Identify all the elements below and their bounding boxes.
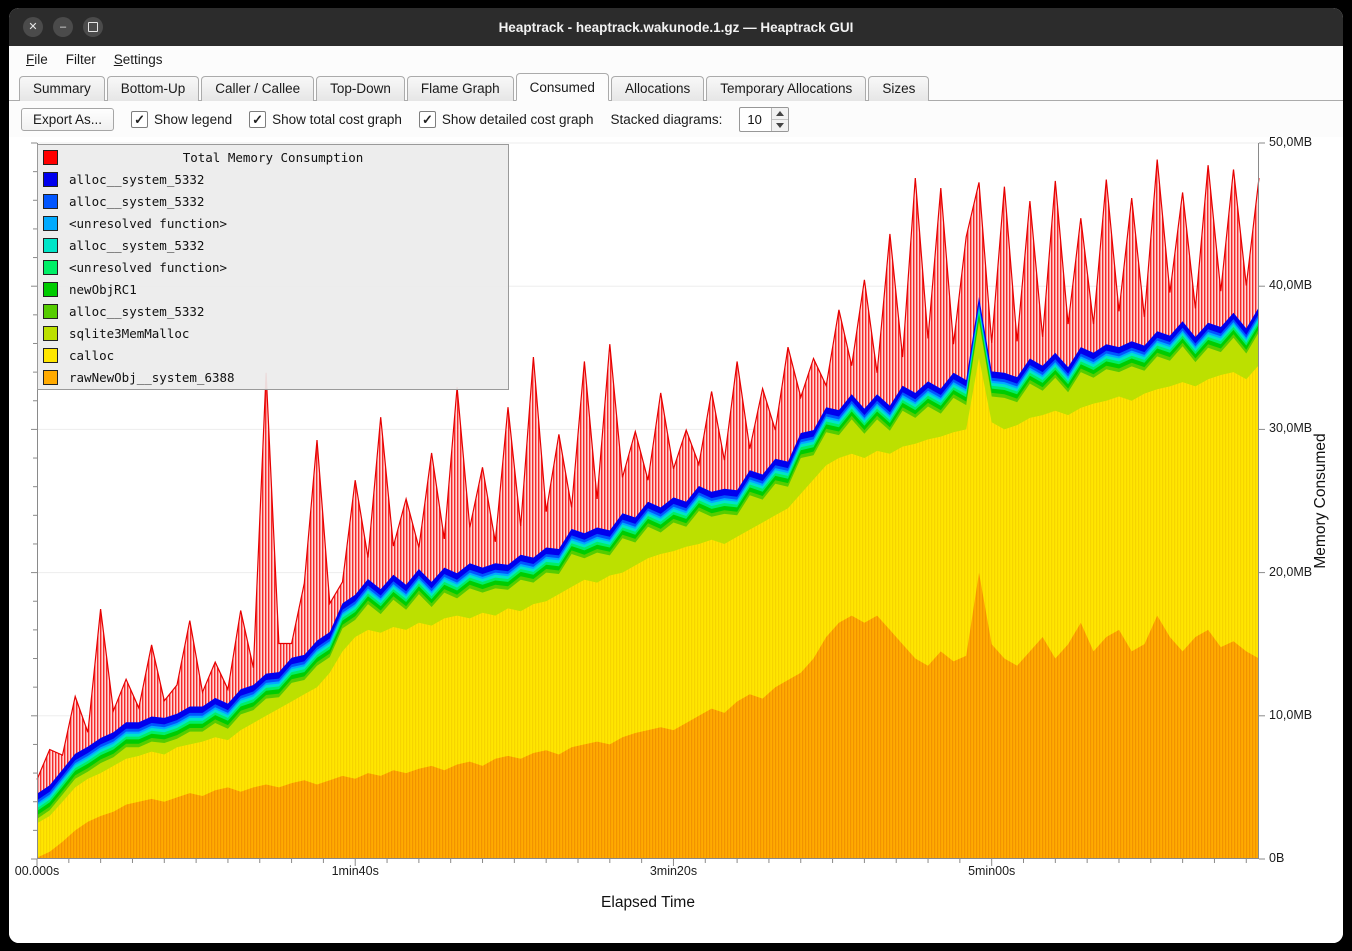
legend-label: alloc__system_5332: [69, 171, 205, 187]
legend-item-alloc-system-5332: alloc__system_5332: [38, 234, 508, 256]
stacked-diagrams-label: Stacked diagrams:: [610, 112, 723, 127]
checkbox-show-detailed-cost-graph[interactable]: ✓ Show detailed cost graph: [418, 111, 594, 128]
app-window: ✕ – Heaptrack - heaptrack.wakunode.1.gz …: [9, 8, 1343, 943]
title-bar: ✕ – Heaptrack - heaptrack.wakunode.1.gz …: [9, 8, 1343, 46]
legend-swatch: [43, 215, 58, 231]
legend-label: alloc__system_5332: [69, 237, 205, 253]
window-controls: ✕ –: [23, 17, 103, 37]
tab-flame-graph[interactable]: Flame Graph: [406, 76, 514, 101]
legend-swatch: [43, 303, 58, 319]
legend-item-unresolved-function: <unresolved function>: [38, 256, 508, 278]
y-tick-label: 0B: [1269, 851, 1285, 865]
checkbox-box[interactable]: ✓: [249, 111, 267, 128]
legend-swatch: [43, 193, 58, 209]
legend-item-calloc: calloc: [38, 344, 508, 366]
legend-swatch: [43, 171, 58, 187]
y-tick-label: 30,0MB: [1269, 421, 1313, 436]
checkbox-show-legend[interactable]: ✓ Show legend: [131, 111, 232, 128]
y-tick-label: 40,0MB: [1269, 278, 1313, 293]
menu-file[interactable]: File: [26, 51, 48, 67]
legend-item-alloc-system-5332: alloc__system_5332: [38, 190, 508, 212]
legend-item-sqlite3memmalloc: sqlite3MemMalloc: [38, 322, 508, 344]
legend-title: Total Memory Consumption: [182, 149, 364, 165]
legend-item-alloc-system-5332: alloc__system_5332: [38, 168, 508, 190]
legend-item-alloc-system-5332: alloc__system_5332: [38, 300, 508, 322]
memory-consumption-chart: [31, 142, 1265, 866]
legend-title-row: Total Memory Consumption: [38, 146, 508, 168]
checkbox-label: Show total cost graph: [272, 112, 402, 127]
legend-item-rawnewobj-system-6388: rawNewObj__system_6388: [38, 366, 508, 388]
spin-down-button[interactable]: [772, 119, 789, 131]
legend-label: alloc__system_5332: [69, 303, 205, 319]
legend-swatch: [43, 237, 58, 253]
legend-swatch: [43, 259, 58, 275]
x-tick-label: 1min40s: [331, 864, 379, 878]
x-tick-label: 3min20s: [649, 864, 698, 878]
legend-label: calloc: [69, 347, 115, 363]
menu-bar: File Filter Settings: [9, 46, 1343, 72]
legend-swatch: [43, 281, 58, 297]
checkbox-label: Show legend: [154, 112, 233, 127]
minimize-window-icon[interactable]: –: [53, 17, 73, 37]
chevron-down-icon: [776, 123, 785, 128]
spinner-buttons: [771, 108, 789, 131]
legend-label: <unresolved function>: [69, 215, 228, 231]
legend-swatch: [43, 347, 58, 363]
checkbox-group: ✓ Show legend ✓ Show total cost graph ✓ Show …: [131, 111, 594, 128]
legend-label: sqlite3MemMalloc: [69, 325, 190, 341]
checkbox-box[interactable]: ✓: [418, 111, 436, 128]
legend-label: alloc__system_5332: [69, 193, 205, 209]
x-axis-title: Elapsed Time: [601, 894, 695, 911]
x-tick-label: 00.000s: [14, 864, 60, 878]
menu-filter[interactable]: Filter: [65, 51, 96, 67]
legend-item-unresolved-function: <unresolved function>: [38, 212, 508, 234]
checkbox-label: Show detailed cost graph: [441, 112, 594, 127]
legend-total-swatch: [43, 149, 58, 165]
checkbox-show-total-cost-graph[interactable]: ✓ Show total cost graph: [249, 111, 402, 128]
tab-temporary-allocations[interactable]: Temporary Allocations: [706, 76, 867, 101]
y-axis-title: Memory Consumed: [1312, 433, 1329, 569]
tab-summary[interactable]: Summary: [19, 76, 105, 101]
tab-sizes[interactable]: Sizes: [868, 76, 930, 101]
chevron-up-icon: [776, 111, 785, 116]
tab-bar: Summary Bottom-Up Caller / Callee Top-Down F…: [9, 72, 1343, 101]
legend-items: alloc__system_5332 alloc__system_5332 <unr…: [38, 168, 508, 388]
y-tick-label: 20,0MB: [1269, 564, 1313, 579]
tab-caller-callee[interactable]: Caller / Callee: [201, 76, 315, 101]
toolbar: Export As... ✓ Show legend ✓ Show total cos…: [9, 101, 1343, 138]
window-title: Heaptrack - heaptrack.wakunode.1.gz — He…: [498, 19, 854, 35]
stacked-diagrams-value: 10: [747, 112, 762, 127]
stacked-diagrams-spinbox[interactable]: 10: [739, 107, 790, 132]
export-as-button[interactable]: Export As...: [21, 108, 115, 131]
maximize-window-icon[interactable]: [83, 17, 103, 37]
consumed-chart-panel: 50,0MB 40,0MB 30,0MB 20,0MB 10,0MB 0B 00.000s…: [9, 135, 1343, 943]
checkbox-box[interactable]: ✓: [131, 111, 149, 128]
legend-swatch: [43, 369, 58, 385]
y-tick-label: 10,0MB: [1269, 707, 1313, 722]
y-tick-label: 50,0MB: [1269, 135, 1313, 149]
menu-settings[interactable]: Settings: [113, 51, 163, 67]
close-window-icon[interactable]: ✕: [23, 17, 43, 37]
legend-item-newobjrc1: newObjRC1: [38, 278, 508, 300]
chart-legend: Total Memory Consumption alloc__system_5…: [37, 144, 509, 390]
tab-allocations[interactable]: Allocations: [610, 76, 705, 101]
tab-bottom-up[interactable]: Bottom-Up: [106, 76, 200, 101]
legend-swatch: [43, 325, 58, 341]
legend-label: newObjRC1: [69, 281, 137, 297]
tab-consumed[interactable]: Consumed: [515, 73, 609, 101]
spin-up-button[interactable]: [772, 108, 789, 119]
legend-label: rawNewObj__system_6388: [69, 369, 235, 385]
x-tick-label: 5min00s: [968, 864, 1016, 878]
tab-top-down[interactable]: Top-Down: [316, 76, 405, 101]
legend-label: <unresolved function>: [69, 259, 228, 275]
